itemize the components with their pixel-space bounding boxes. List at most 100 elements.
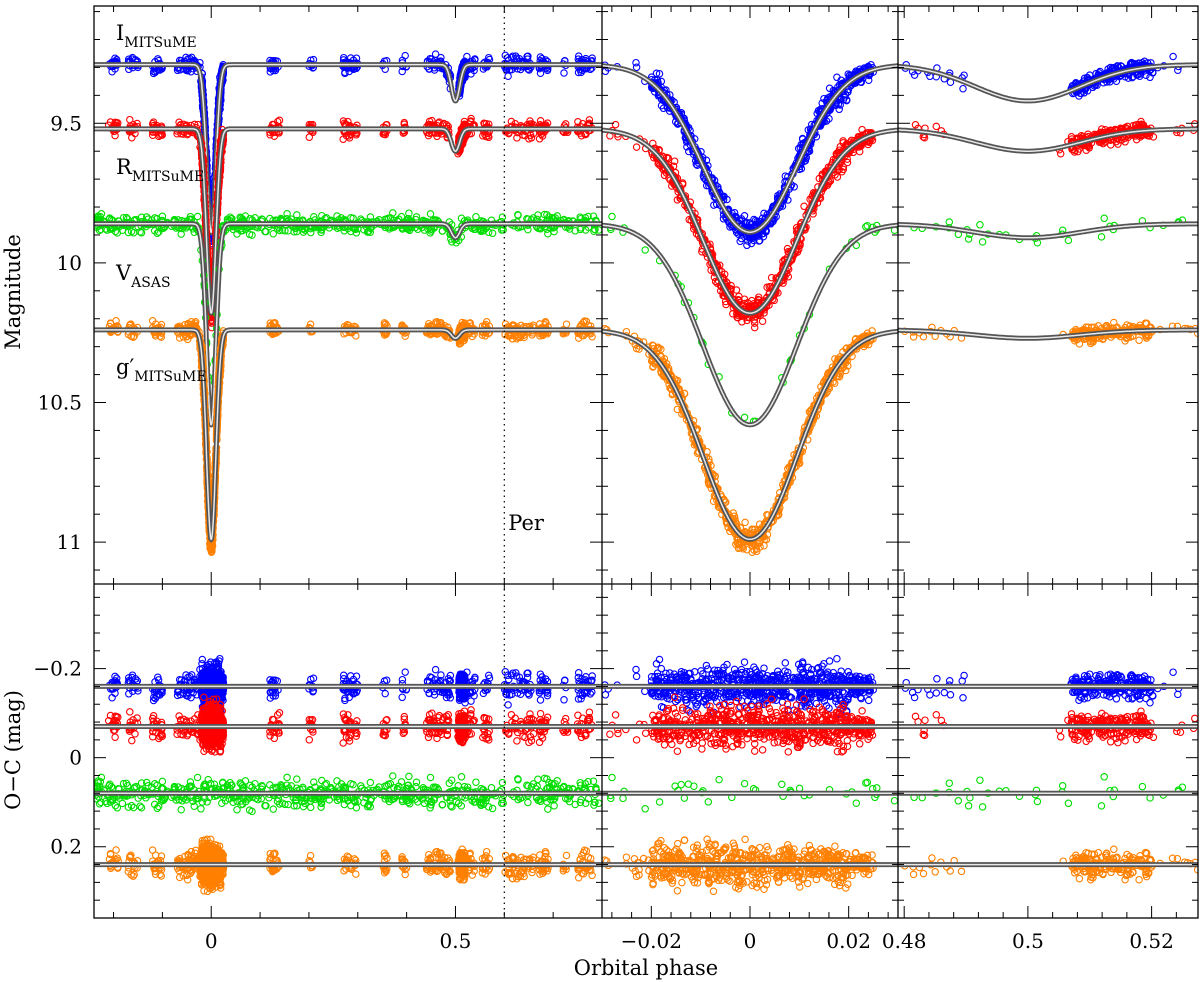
data-point <box>755 237 763 245</box>
data-point <box>588 672 596 680</box>
data-point <box>580 689 589 697</box>
data-point <box>798 134 807 143</box>
data-point <box>501 51 510 60</box>
data-point <box>156 691 164 699</box>
data-point <box>430 691 439 699</box>
data-point <box>200 667 209 676</box>
data-point <box>742 218 751 227</box>
data-point <box>398 693 406 702</box>
data-point <box>512 669 520 677</box>
data-point <box>431 665 440 674</box>
data-point <box>155 690 163 698</box>
data-point <box>459 672 467 681</box>
data-point <box>844 668 852 676</box>
data-point <box>401 668 409 676</box>
data-point <box>632 63 641 72</box>
data-point <box>460 695 469 703</box>
data-point <box>759 232 768 241</box>
data-point <box>723 195 731 204</box>
data-point <box>381 689 389 698</box>
data-point <box>339 671 348 680</box>
data-point <box>543 691 552 700</box>
data-point <box>632 58 640 67</box>
data-point <box>702 156 711 165</box>
data-point <box>186 672 194 681</box>
data-point <box>523 673 532 682</box>
data-point <box>479 689 488 698</box>
data-point <box>352 688 361 697</box>
data-point <box>561 676 569 685</box>
data-point <box>187 693 195 702</box>
data-point <box>485 674 494 682</box>
data-point <box>710 201 718 209</box>
data-point <box>536 69 545 77</box>
data-point <box>740 658 749 666</box>
data-point <box>662 86 670 94</box>
data-point <box>794 144 803 153</box>
data-point <box>836 101 844 109</box>
data-point <box>436 676 445 685</box>
data-point <box>726 223 734 231</box>
data-point <box>467 70 475 78</box>
data-point <box>577 694 585 703</box>
data-point <box>398 675 407 684</box>
data-layer <box>94 50 1198 896</box>
data-point <box>574 52 583 60</box>
data-point <box>216 667 225 675</box>
data-point <box>524 52 532 61</box>
data-point <box>560 696 568 704</box>
data-point <box>212 660 220 669</box>
data-point <box>504 675 513 684</box>
data-point <box>125 690 133 698</box>
data-point <box>398 67 406 76</box>
data-point <box>266 694 275 702</box>
data-point <box>401 51 409 60</box>
data-point <box>844 88 852 96</box>
data-point <box>576 690 584 699</box>
data-point <box>217 696 225 704</box>
data-point <box>524 669 532 677</box>
data-point <box>560 69 568 77</box>
data-point <box>833 654 841 663</box>
data-point <box>502 690 510 698</box>
data-point <box>837 76 845 85</box>
data-point <box>175 675 184 684</box>
data-point <box>266 68 275 76</box>
data-point <box>459 691 467 699</box>
data-point <box>446 694 455 702</box>
data-point <box>339 675 348 683</box>
data-point <box>512 672 521 680</box>
data-point <box>657 77 666 86</box>
data-point <box>471 673 479 682</box>
data-point <box>652 69 661 78</box>
data-point <box>574 669 583 677</box>
data-point <box>536 696 545 704</box>
data-point <box>345 67 353 76</box>
data-point <box>341 694 349 703</box>
data-point <box>437 671 445 679</box>
data-point <box>743 241 751 250</box>
data-point <box>666 669 674 677</box>
data-point <box>198 655 207 664</box>
data-point <box>818 99 826 107</box>
data-point <box>466 689 475 697</box>
data-point <box>341 68 349 76</box>
data-point <box>467 697 475 705</box>
data-point <box>431 50 440 58</box>
data-point <box>212 658 221 666</box>
data-point <box>271 689 280 697</box>
data-point <box>538 673 546 681</box>
data-point <box>655 69 664 78</box>
data-point <box>339 53 348 62</box>
data-point <box>760 209 768 218</box>
data-point <box>574 673 583 682</box>
data-point <box>504 671 512 680</box>
data-point <box>207 674 216 682</box>
data-point <box>864 696 873 705</box>
data-point <box>176 690 185 699</box>
data-point <box>458 671 466 680</box>
data-point <box>346 672 355 680</box>
data-point <box>516 690 525 698</box>
